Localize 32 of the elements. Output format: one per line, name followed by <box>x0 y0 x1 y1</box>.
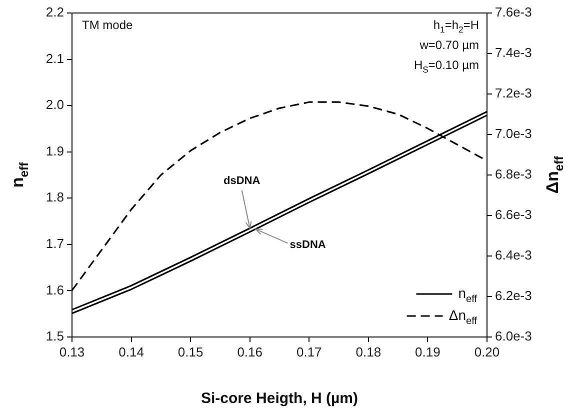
y-tick-label: 1.7 <box>46 236 64 252</box>
y-tick-label: 1.5 <box>46 328 64 344</box>
y-tick-label: 2.2 <box>46 4 64 20</box>
x-tick-label: 0.13 <box>59 344 85 360</box>
y-axis-title: neff <box>8 161 32 188</box>
annotation: w=0.70 µm <box>418 38 480 52</box>
y-tick-label: 2.1 <box>46 50 64 66</box>
x-tick-label: 0.18 <box>356 344 382 360</box>
x-tick-label: 0.17 <box>296 344 322 360</box>
annotation: dsDNA <box>224 175 260 188</box>
y-tick-label: 1.9 <box>46 143 64 158</box>
annotation: TM mode <box>82 18 134 32</box>
x-tick-label: 0.14 <box>118 344 144 360</box>
x-tick-label: 0.20 <box>474 344 500 360</box>
y2-tick-label: 6.6e-3 <box>495 207 532 222</box>
annotation: ssDNA <box>290 239 326 252</box>
x-tick-label: 0.15 <box>178 344 204 360</box>
y2-axis-title: Δneff <box>543 155 566 194</box>
x-tick-label: 0.19 <box>415 344 440 360</box>
y-tick-label: 2.0 <box>46 97 64 112</box>
y-tick-label: 1.8 <box>46 190 64 205</box>
y2-tick-label: 6.4e-3 <box>495 248 532 263</box>
x-axis-title: Si-core Heigth, H (µm) <box>201 390 358 407</box>
y2-tick-label: 6.8e-3 <box>495 166 532 182</box>
y2-tick-label: 6.0e-3 <box>495 328 532 344</box>
y2-tick-label: 7.6e-3 <box>495 4 532 20</box>
y2-tick-label: 7.0e-3 <box>495 126 532 142</box>
y-tick-label: 1.6 <box>46 282 64 298</box>
y2-tick-label: 7.2e-3 <box>495 86 532 101</box>
x-tick-label: 0.16 <box>237 344 263 360</box>
y2-tick-label: 6.2e-3 <box>495 288 532 304</box>
y2-tick-label: 7.4e-3 <box>495 45 532 60</box>
